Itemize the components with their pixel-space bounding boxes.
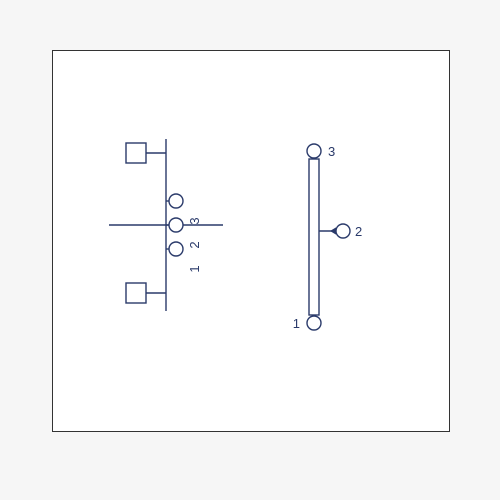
left-pin-label-1: 1 bbox=[187, 265, 202, 272]
left-pin-1 bbox=[169, 242, 183, 256]
left-pin-label-2: 2 bbox=[187, 241, 202, 248]
right-pin-label-2: 2 bbox=[355, 224, 362, 239]
right-pin-label-3: 3 bbox=[328, 144, 335, 159]
left-pin-2 bbox=[169, 218, 183, 232]
diagram-svg: 3 2 1 3 1 2 bbox=[53, 51, 449, 431]
right-pin-1 bbox=[307, 316, 321, 330]
left-pin-label-3: 3 bbox=[187, 217, 202, 224]
left-square-top bbox=[126, 143, 146, 163]
right-pin-3 bbox=[307, 144, 321, 158]
diagram-stage: 3 2 1 3 1 2 bbox=[0, 0, 500, 500]
diagram-frame: 3 2 1 3 1 2 bbox=[52, 50, 450, 432]
right-body bbox=[309, 159, 319, 315]
right-wiper-arrow bbox=[330, 227, 336, 234]
right-pin-2 bbox=[336, 224, 350, 238]
right-pin-label-1: 1 bbox=[293, 316, 300, 331]
left-square-bottom bbox=[126, 283, 146, 303]
left-pin-3 bbox=[169, 194, 183, 208]
